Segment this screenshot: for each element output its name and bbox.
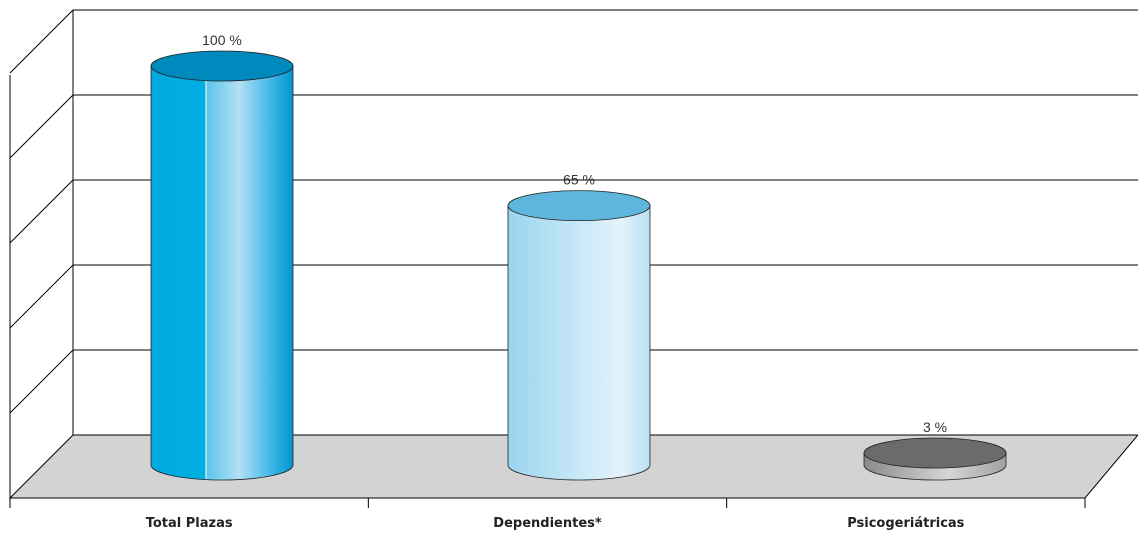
bar-body xyxy=(507,205,651,481)
category-label: Psicogeriátricas xyxy=(847,516,964,531)
bar-top xyxy=(507,190,651,222)
category-label: Dependientes* xyxy=(493,516,602,531)
grid-line-side xyxy=(9,349,74,414)
bar-body xyxy=(150,65,294,481)
bar xyxy=(863,437,1007,481)
value-label: 100 % xyxy=(202,32,242,48)
grid-line-side xyxy=(9,94,74,159)
grid-line-side xyxy=(9,179,74,244)
grid-line-side xyxy=(9,264,74,329)
value-labels: 100 % 65 % 3 % xyxy=(202,32,947,435)
bar-top xyxy=(150,50,294,82)
grid-line-side xyxy=(9,9,74,74)
bar-top xyxy=(863,437,1007,469)
bars xyxy=(150,50,1007,481)
value-label: 65 % xyxy=(563,172,595,188)
category-label: Total Plazas xyxy=(146,516,233,531)
bar xyxy=(150,50,294,481)
category-labels: Total Plazas Dependientes* Psicogeriátrica… xyxy=(146,516,965,531)
bar xyxy=(507,190,651,481)
value-label: 3 % xyxy=(923,419,947,435)
axis-ticks xyxy=(9,498,1086,508)
